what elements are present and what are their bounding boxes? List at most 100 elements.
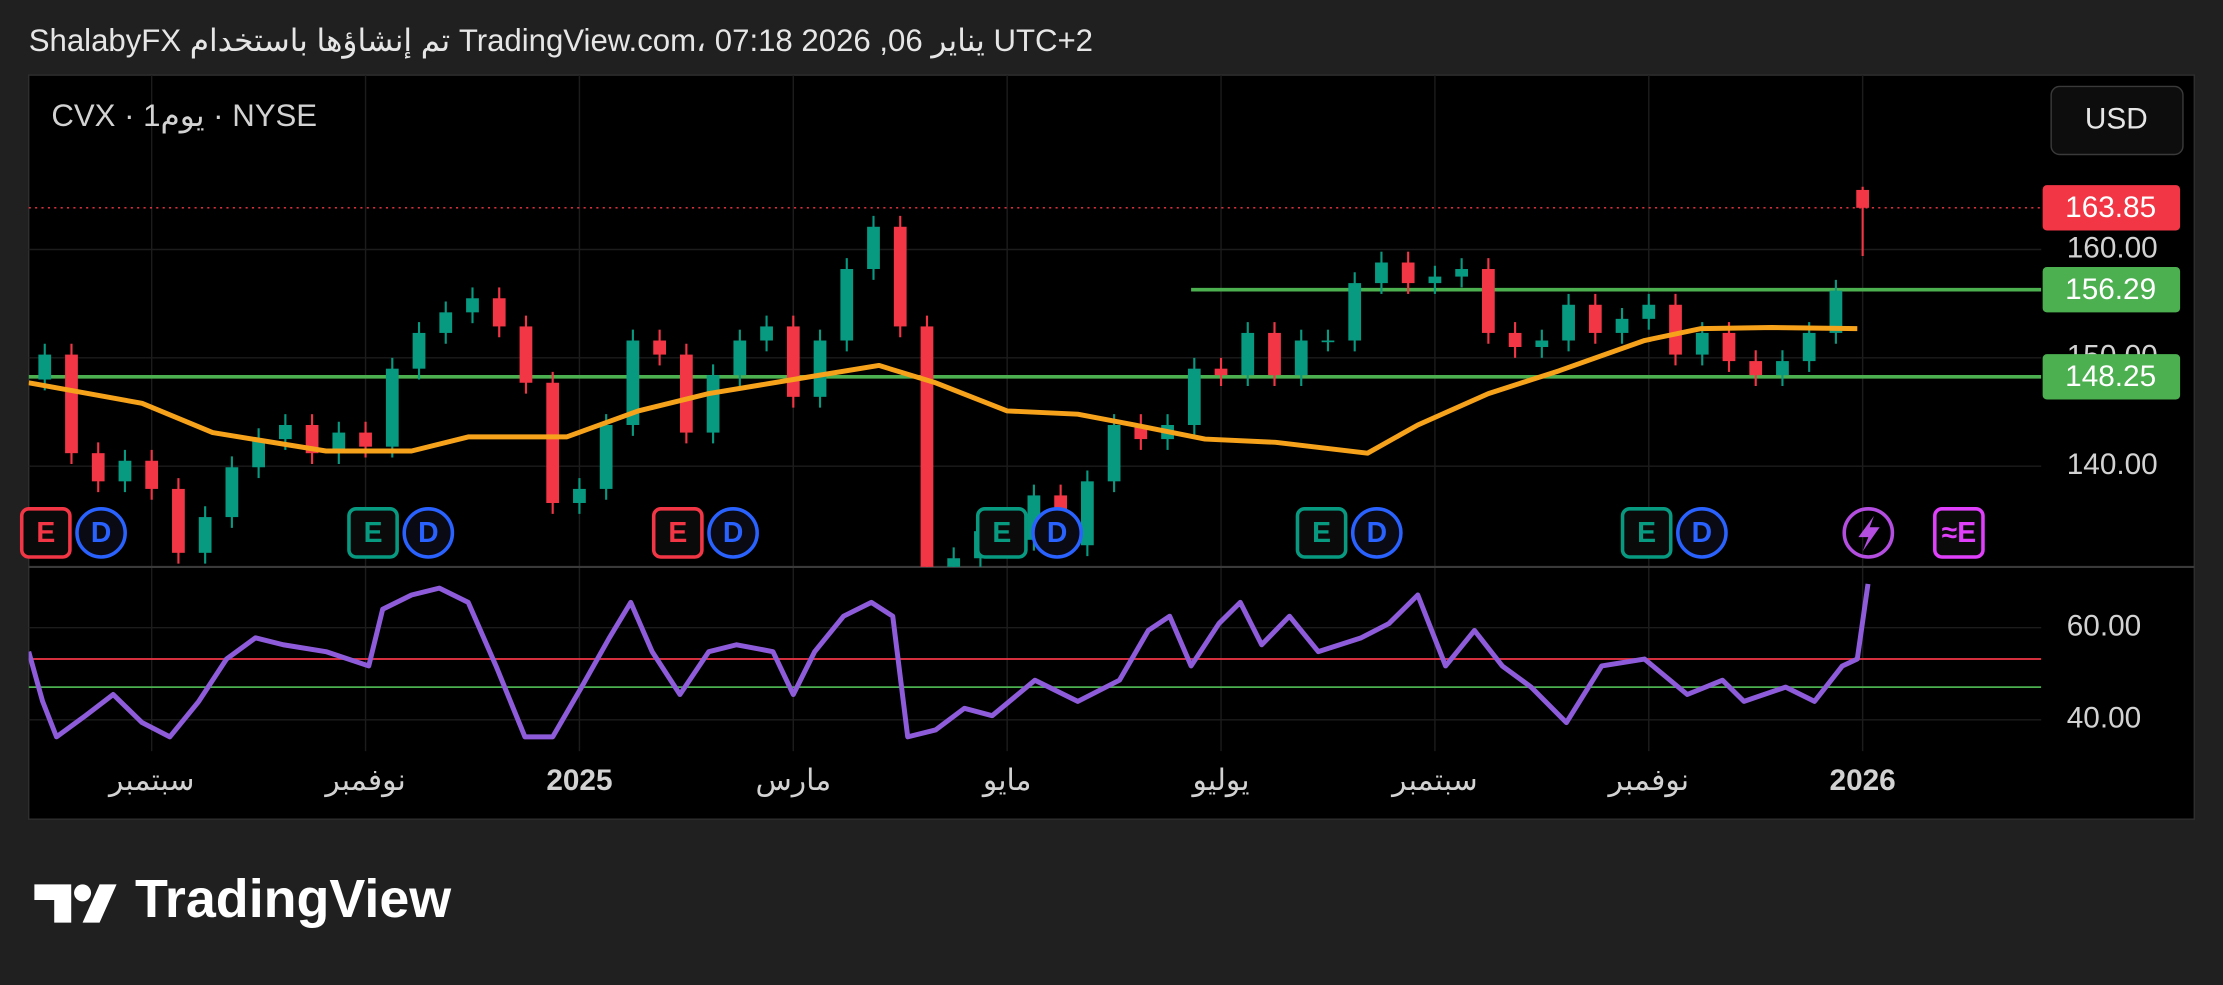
currency-label[interactable]: USD (2085, 102, 2148, 135)
x-tick-label: 2026 (1830, 764, 1896, 797)
candle-body (546, 382, 560, 503)
candle-body (1107, 425, 1121, 482)
y-tick-label: 140.00 (2067, 448, 2158, 481)
event-badge: E (347, 507, 399, 559)
candle-body (1615, 318, 1629, 333)
candle-body (332, 432, 346, 454)
event-label: D (1047, 517, 1067, 549)
candle-body (519, 326, 533, 383)
candle-body (172, 488, 185, 553)
candle-body (1401, 262, 1415, 284)
candle-body (706, 375, 720, 433)
event-badge: D (75, 507, 127, 559)
event-badge: D (1676, 507, 1728, 559)
candle-body (1695, 332, 1709, 355)
event-shape (1350, 507, 1403, 559)
candle-body (920, 326, 934, 567)
candle-body (1535, 340, 1549, 348)
price-tag-label: 148.25 (2065, 360, 2156, 393)
event-shape (707, 507, 759, 559)
candle-body (1455, 269, 1469, 277)
candle-body (1187, 368, 1201, 426)
candle-body (1268, 332, 1281, 376)
candle-body (252, 439, 265, 468)
candle-body (813, 340, 827, 397)
price-tag (2042, 354, 2181, 400)
lightning-icon (1842, 507, 1895, 559)
price-tag-label: 163.85 (2065, 191, 2156, 224)
candle-body (1348, 283, 1362, 341)
candle-body (1241, 332, 1255, 376)
candle-body (466, 298, 479, 313)
candle-body (38, 354, 52, 380)
moving-average (28, 325, 1858, 456)
indicator-line (28, 583, 1871, 740)
event-badge: E (651, 507, 704, 559)
candle-body (1749, 361, 1763, 376)
event-badge: E (1620, 507, 1673, 559)
x-tick-label: نوفمبر (323, 764, 405, 797)
price-tag (2042, 185, 2181, 231)
candle-body (1428, 276, 1442, 284)
event-label: D (723, 517, 743, 549)
x-tick-label: مارس (755, 764, 831, 797)
candle-body (679, 354, 693, 433)
candle-body (278, 425, 292, 440)
candle-body (947, 558, 961, 567)
event-label: ≈E (1942, 517, 1976, 549)
candle-body (733, 340, 747, 376)
brand-name: TradingView (135, 869, 451, 929)
event-label: D (1692, 517, 1712, 549)
brand-logo (34, 884, 117, 923)
event-shape (347, 507, 399, 559)
candle-body (760, 326, 773, 341)
candle-body (1508, 332, 1522, 348)
candle-body (867, 226, 880, 270)
candle-body (1375, 262, 1388, 284)
candle-body (893, 226, 907, 327)
event-label: D (1367, 517, 1387, 549)
candle-body (91, 453, 105, 482)
rsi-pane (28, 583, 2042, 740)
event-shape (1620, 507, 1673, 559)
event-shape (19, 507, 72, 559)
event-shape (1031, 507, 1083, 559)
candle-body (118, 460, 132, 482)
candle-body (1642, 304, 1656, 319)
logo-part (34, 884, 72, 923)
currency-button[interactable] (2050, 85, 2184, 156)
event-label: D (418, 517, 438, 549)
header: ShalabyFX تم إنشاؤها باستخدام TradingVie… (29, 23, 1093, 59)
event-shape (1933, 507, 1985, 559)
candle-body (412, 332, 426, 369)
candle-body (786, 326, 800, 397)
logo-part (82, 884, 117, 923)
event-label: E (992, 517, 1011, 549)
x-tick-label: سبتمبر (1390, 764, 1477, 797)
event-badge: D (707, 507, 759, 559)
event-shape (1295, 507, 1348, 559)
candle-body (1481, 269, 1495, 333)
event-label: D (91, 517, 111, 549)
candle-body (1080, 481, 1094, 546)
y-tick-label: 40.00 (2067, 702, 2141, 735)
overlay-layer: 140.00150.00160.00سبتمبرنوفمبر2025مارسما… (19, 185, 2181, 797)
candle-body (1294, 340, 1308, 376)
candle-body (1562, 304, 1575, 341)
event-badge: E (1295, 507, 1348, 559)
candle-body (385, 368, 399, 447)
x-tick-label: مايو (981, 764, 1032, 797)
event-badge: D (1350, 507, 1403, 559)
candle-body (653, 340, 667, 355)
event-label: E (364, 517, 383, 549)
candle-body (573, 488, 586, 503)
event-label: E (1637, 517, 1656, 549)
event-shape (402, 507, 455, 559)
y-tick-label: 160.00 (2067, 231, 2158, 264)
candle-body (492, 298, 506, 327)
y-tick-label: 60.00 (2067, 610, 2141, 643)
event-badge: D (1031, 507, 1083, 559)
candle-body (1776, 361, 1789, 376)
candle-body (1856, 189, 1870, 208)
